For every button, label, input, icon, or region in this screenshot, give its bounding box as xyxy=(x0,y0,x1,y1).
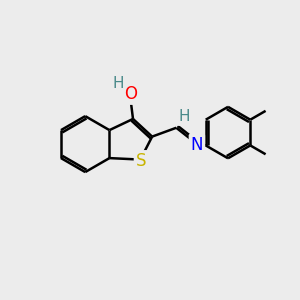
Text: O: O xyxy=(124,85,137,103)
Text: H: H xyxy=(112,76,124,91)
Text: S: S xyxy=(136,152,146,170)
Text: N: N xyxy=(190,136,203,154)
Text: H: H xyxy=(179,109,190,124)
